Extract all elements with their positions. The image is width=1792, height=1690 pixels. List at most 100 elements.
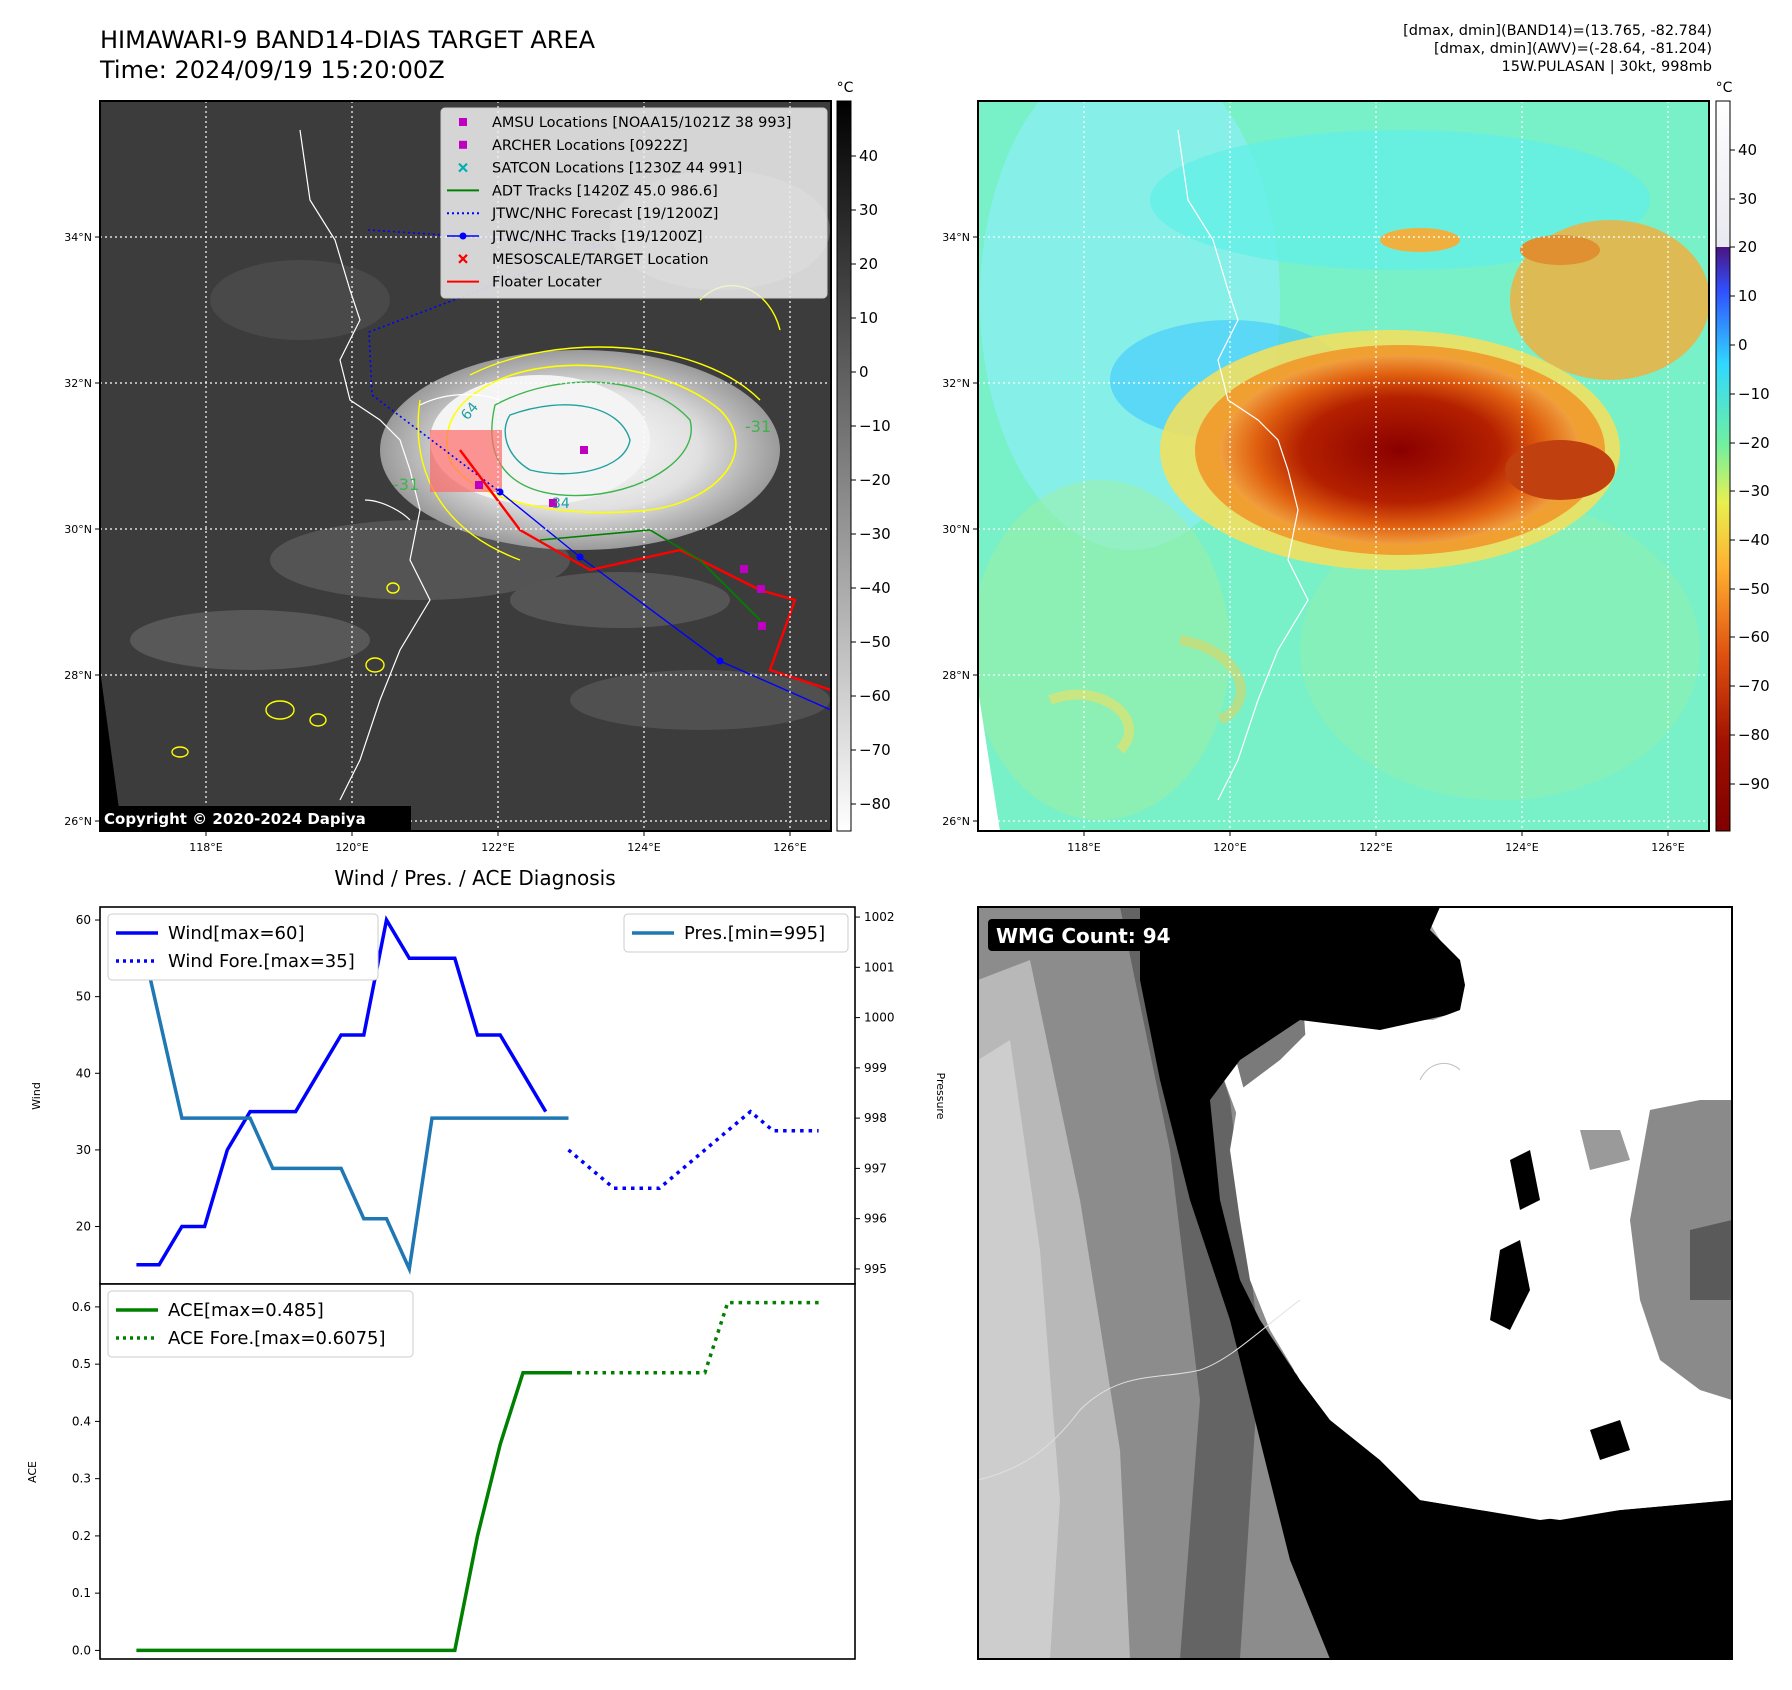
legend-label: ARCHER Locations [0922Z]	[492, 138, 688, 154]
color-lon-label: 126°E	[1651, 841, 1684, 854]
ir-colorbar-label: 0	[859, 363, 869, 381]
chart-legend-label: Wind Fore.[max=35]	[168, 951, 355, 972]
color-lon-label: 122°E	[1359, 841, 1392, 854]
color-colorbar	[1715, 100, 1731, 832]
chart-legend-box	[107, 1290, 414, 1358]
ace-axis-label: 0.4	[72, 1414, 91, 1428]
ace-axis-title: ACE	[26, 1461, 39, 1483]
ir-no-data-region	[100, 670, 122, 831]
ir-map-panel: -31 -31 64 34 AMSU Locations [NOAA15/102…	[64, 80, 890, 854]
contour-label: -31	[745, 417, 771, 436]
ir-jtwc-track	[499, 491, 831, 711]
ir-target-box	[430, 430, 502, 492]
pressure-axis-label: 998	[864, 1111, 887, 1125]
color-colorbar-label: 40	[1738, 141, 1757, 159]
legend-label: JTWC/NHC Tracks [19/1200Z]	[491, 229, 703, 245]
pressure-axis-label: 997	[864, 1161, 887, 1175]
ir-legend: AMSU Locations [NOAA15/1021Z 38 993] ARCH…	[440, 107, 828, 299]
color-colorbar-label: −40	[1738, 531, 1770, 549]
legend-marker-x	[458, 162, 468, 173]
ir-adt-track	[539, 529, 761, 621]
copyright-text: Copyright © 2020-2024 Dapiya	[104, 810, 366, 828]
ace-axis-label: 0.5	[72, 1357, 91, 1371]
ace-axis-label: 0.3	[72, 1472, 91, 1486]
ir-colorbar-label: 30	[859, 201, 878, 219]
wmg-cloud-top	[1230, 907, 1730, 1520]
wind-axis-label: 40	[76, 1066, 91, 1080]
copyright-box	[100, 806, 411, 831]
ir-lon-label: 118°E	[189, 841, 222, 854]
series-line-ace	[136, 1370, 569, 1653]
wind-axis-label: 30	[76, 1143, 91, 1157]
ir-lon-label: 122°E	[481, 841, 514, 854]
ir-colorbar-label: −60	[859, 687, 891, 705]
legend-label: JTWC/NHC Forecast [19/1200Z]	[491, 206, 718, 222]
legend-label: SATCON Locations [1230Z 44 991]	[492, 161, 742, 177]
series-line-pres	[134, 916, 569, 1276]
pressure-axis-label: 1001	[864, 960, 895, 974]
chart-legend-box	[623, 913, 849, 953]
ace-axis-label: 0.6	[72, 1300, 91, 1314]
color-colorbar-label: −30	[1738, 482, 1770, 500]
ir-map-frame	[99, 100, 832, 832]
ir-colorbar-label: −80	[859, 795, 891, 813]
figure-time: Time: 2024/09/19 15:20:00Z	[100, 56, 445, 84]
ir-colorbar-label: 10	[859, 309, 878, 327]
legend-label: ADT Tracks [1420Z 45.0 986.6]	[492, 183, 718, 199]
chart-legend-label: Wind[max=60]	[168, 923, 305, 944]
ir-floater-track	[459, 449, 831, 692]
legend-label: Floater Locater	[492, 275, 601, 291]
ir-colorbar-label: −20	[859, 471, 891, 489]
color-colorbar-label: 10	[1738, 287, 1757, 305]
color-gridlines	[978, 101, 1709, 831]
color-map-frame	[977, 100, 1710, 832]
ace-axis-label: 0.1	[72, 1586, 91, 1600]
awv-range-info: [dmax, dmin](AWV)=(-28.64, -81.204)	[1434, 41, 1712, 57]
ir-lat-label: 34°N	[64, 231, 92, 244]
legend-marker-square	[459, 118, 467, 126]
chart-legend-label: ACE[max=0.485]	[168, 1300, 324, 1321]
wind-axis-label: 20	[76, 1220, 91, 1234]
color-colorbar-label: −10	[1738, 385, 1770, 403]
pressure-axis-label: 1000	[864, 1011, 895, 1025]
pressure-axis-label: 996	[864, 1212, 887, 1226]
ir-colorbar-unit: °C	[837, 80, 854, 96]
ir-lon-label: 124°E	[627, 841, 660, 854]
wmg-count-label: WMG Count: 94	[996, 924, 1171, 948]
series-line-ace-forecast	[568, 1300, 819, 1375]
pressure-axis-label: 995	[864, 1262, 887, 1276]
band14-range-info: [dmax, dmin](BAND14)=(13.765, -82.784)	[1403, 23, 1712, 39]
ir-contour-teal	[504, 404, 631, 475]
color-ir-map-panel: 34°N 32°N 30°N 28°N 26°N 118°E 120°E 122°E 124°E…	[942, 80, 1770, 854]
color-lon-label: 120°E	[1213, 841, 1246, 854]
ir-colorbar-label: −10	[859, 417, 891, 435]
wind-axis-label: 50	[76, 990, 91, 1004]
ir-contour-green	[491, 381, 692, 497]
color-colorbar-label: −80	[1738, 726, 1770, 744]
diagnosis-title: Wind / Pres. / ACE Diagnosis	[334, 866, 615, 890]
ir-colorbar-label: 40	[859, 147, 878, 165]
contour-label: 34	[552, 496, 570, 512]
ace-axis-label: 0.2	[72, 1529, 91, 1543]
ir-colorbar-label: 20	[859, 255, 878, 273]
wmg-frame	[977, 906, 1733, 1660]
color-lat-label: 34°N	[942, 231, 970, 244]
ir-coastline	[299, 129, 431, 801]
color-colorbar-unit: °C	[1716, 80, 1733, 96]
wind-axis-label: 60	[76, 913, 91, 927]
ir-lat-label: 28°N	[64, 669, 92, 682]
wind-axis-title: Wind	[30, 1082, 43, 1110]
pressure-axis-label: 1002	[864, 910, 895, 924]
diagnosis-panel: Wind / Pres. / ACE Diagnosis 20 30 40 50 60 9…	[26, 866, 947, 1660]
color-colorbar-label: 0	[1738, 336, 1748, 354]
pressure-axis-label: 999	[864, 1061, 887, 1075]
color-lat-label: 30°N	[942, 523, 970, 536]
color-colorbar-label: −60	[1738, 628, 1770, 646]
color-lon-label: 118°E	[1067, 841, 1100, 854]
ace-axis-label: 0.0	[72, 1643, 91, 1657]
legend-label: AMSU Locations [NOAA15/1021Z 38 993]	[492, 115, 791, 131]
series-line-wind-fore	[567, 1109, 819, 1190]
ir-colorbar-label: −30	[859, 525, 891, 543]
ir-colorbar-label: −40	[859, 579, 891, 597]
legend-label: MESOSCALE/TARGET Location	[492, 252, 709, 268]
